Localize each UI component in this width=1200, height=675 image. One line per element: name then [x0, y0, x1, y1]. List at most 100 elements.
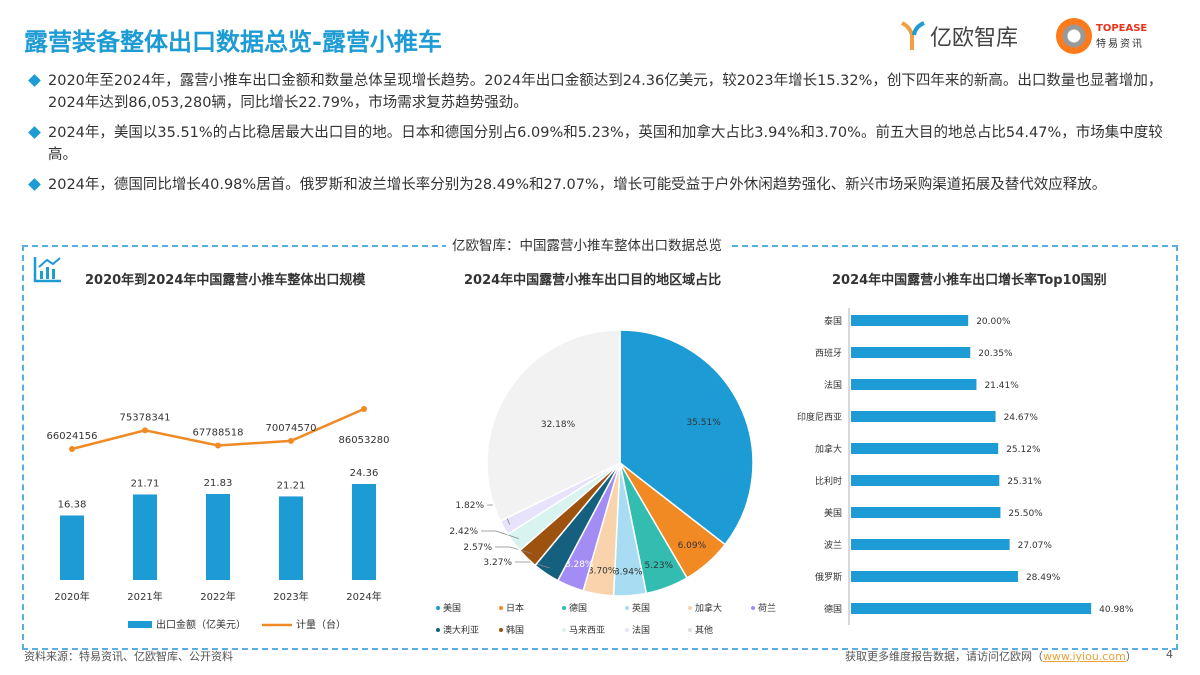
x-tick-label: 2024年 [346, 590, 381, 603]
legend-marker [562, 606, 566, 610]
growth-bar [851, 379, 977, 390]
legend-label: 韩国 [506, 624, 524, 636]
bar-value-label: 24.36 [350, 468, 379, 479]
growth-bar [851, 411, 996, 422]
pie-data-label: 32.18% [541, 420, 576, 430]
x-tick-label: 2023年 [273, 590, 308, 603]
y-tick-label: 印度尼西亚 [797, 411, 842, 423]
growth-bar [851, 475, 1000, 486]
legend-label: 英国 [632, 602, 650, 614]
pie-data-label: 3.94% [614, 568, 643, 578]
pie-slice [486, 329, 621, 522]
pie-slice [619, 329, 754, 546]
topease-ring-icon [1056, 18, 1092, 54]
bar-value-label: 16.38 [58, 499, 87, 510]
pie-data-label: 2.42% [449, 527, 478, 537]
bar-value-label: 25.31% [1007, 477, 1042, 487]
legend-label: 出口金额（亿美元） [156, 618, 246, 631]
bar-value-label: 25.12% [1006, 445, 1041, 455]
y-tick-label: 西班牙 [815, 347, 842, 359]
legend-marker [688, 606, 692, 610]
legend-label: 德国 [569, 602, 587, 614]
yiou-logo-icon [901, 21, 925, 50]
legend-marker [688, 628, 692, 632]
line-point [288, 437, 294, 444]
growth-bar [851, 603, 1092, 614]
growth-bar [851, 539, 1010, 550]
legend-marker [436, 628, 440, 632]
topease-logo: TOPEASE 特易资讯 [1056, 18, 1147, 54]
page-number: 4 [1166, 648, 1173, 661]
bar-export-value [133, 494, 157, 580]
bar-export-value [206, 493, 230, 580]
growth-bar [851, 443, 999, 454]
legend-marker [625, 606, 629, 610]
growth-bar [851, 315, 969, 326]
pie-data-label: 6.09% [678, 541, 707, 551]
source-note: 资料来源：特易资讯、亿欧智库、公开资料 [24, 650, 233, 663]
bar-value-label: 28.49% [1026, 573, 1061, 583]
bar-value-label: 25.50% [1008, 509, 1043, 519]
pie-data-label: 1.82% [455, 501, 484, 511]
pie-data-label: 35.51% [686, 418, 721, 428]
legend-label: 日本 [506, 602, 524, 614]
chart-title-scale: 2020年到2024年中国露营小推车整体出口规模 [85, 273, 366, 288]
line-point [69, 446, 75, 452]
legend-label: 法国 [632, 624, 650, 636]
bar-value-label: 21.83 [204, 478, 233, 489]
summary-bullets: 2020年至2024年，露营小推车出口金额和数量总体呈现增长趋势。2024年出口… [28, 70, 1178, 204]
bar-export-value [279, 496, 303, 580]
line-point [215, 442, 221, 449]
y-tick-label: 德国 [824, 603, 842, 615]
bullet-item: 2024年，美国以35.51%的占比稳居最大出口目的地。日本和德国分别占6.09… [28, 122, 1178, 166]
legend-label: 马来西亚 [569, 625, 605, 636]
x-tick-label: 2021年 [127, 590, 162, 603]
line-point [361, 406, 367, 412]
legend-marker [751, 606, 755, 610]
pie-leader-line [515, 561, 550, 569]
bar-value-label: 21.21 [277, 480, 306, 491]
bar-value-label: 40.98% [1099, 605, 1134, 615]
pie-data-label: 5.23% [645, 561, 674, 571]
pie-leader-line [481, 530, 519, 539]
bar-export-value [352, 484, 376, 580]
legend-label: 澳大利亚 [443, 624, 479, 636]
bar-value-label: 24.67% [1004, 413, 1039, 423]
line-value-label: 70074570 [266, 423, 317, 434]
yiou-logo: 亿欧智库 [900, 20, 1018, 52]
panel-label: 亿欧智库：中国露营小推车整体出口数据总览 [446, 234, 728, 254]
bullet-item: 2024年，德国同比增长40.98%居首。俄罗斯和波兰增长率分别为28.49%和… [28, 174, 1178, 196]
y-tick-label: 波兰 [824, 539, 842, 551]
line-point [142, 427, 148, 434]
iyiou-link[interactable]: www.iyiou.com [1043, 650, 1126, 663]
line-value-label: 86053280 [339, 435, 390, 446]
bullet-item: 2020年至2024年，露营小推车出口金额和数量总体呈现增长趋势。2024年出口… [28, 70, 1178, 114]
legend-marker [499, 606, 503, 610]
bar-export-value [60, 515, 84, 580]
legend-label: 美国 [443, 602, 461, 614]
y-tick-label: 加拿大 [815, 443, 842, 455]
line-value-label: 67788518 [193, 427, 244, 438]
legend-label: 其他 [695, 624, 713, 636]
bar-value-label: 21.41% [984, 381, 1019, 391]
pie-data-label: 2.57% [463, 543, 492, 553]
pie-data-label: 3.28% [565, 560, 594, 570]
page-title: 露营装备整体出口数据总览-露营小推车 [24, 28, 442, 56]
legend-label: 荷兰 [758, 602, 776, 614]
y-tick-label: 比利时 [815, 475, 842, 487]
legend-marker [436, 606, 440, 610]
y-tick-label: 法国 [824, 379, 842, 391]
y-tick-label: 泰国 [824, 315, 842, 327]
line-value-label: 75378341 [120, 412, 171, 423]
chart-title-destination: 2024年中国露营小推车出口目的地区域占比 [464, 273, 722, 288]
legend-marker [499, 628, 503, 632]
bar-value-label: 20.35% [978, 349, 1013, 359]
legend-swatch-bar [128, 621, 152, 628]
chart-title-growth: 2024年中国露营小推车出口增长率Top10国别 [832, 273, 1107, 288]
bar-value-label: 27.07% [1018, 541, 1053, 551]
legend-marker [625, 628, 629, 632]
bar-value-label: 20.00% [976, 317, 1011, 327]
pie-data-label: 3.70% [588, 567, 617, 577]
growth-bar [851, 347, 971, 358]
